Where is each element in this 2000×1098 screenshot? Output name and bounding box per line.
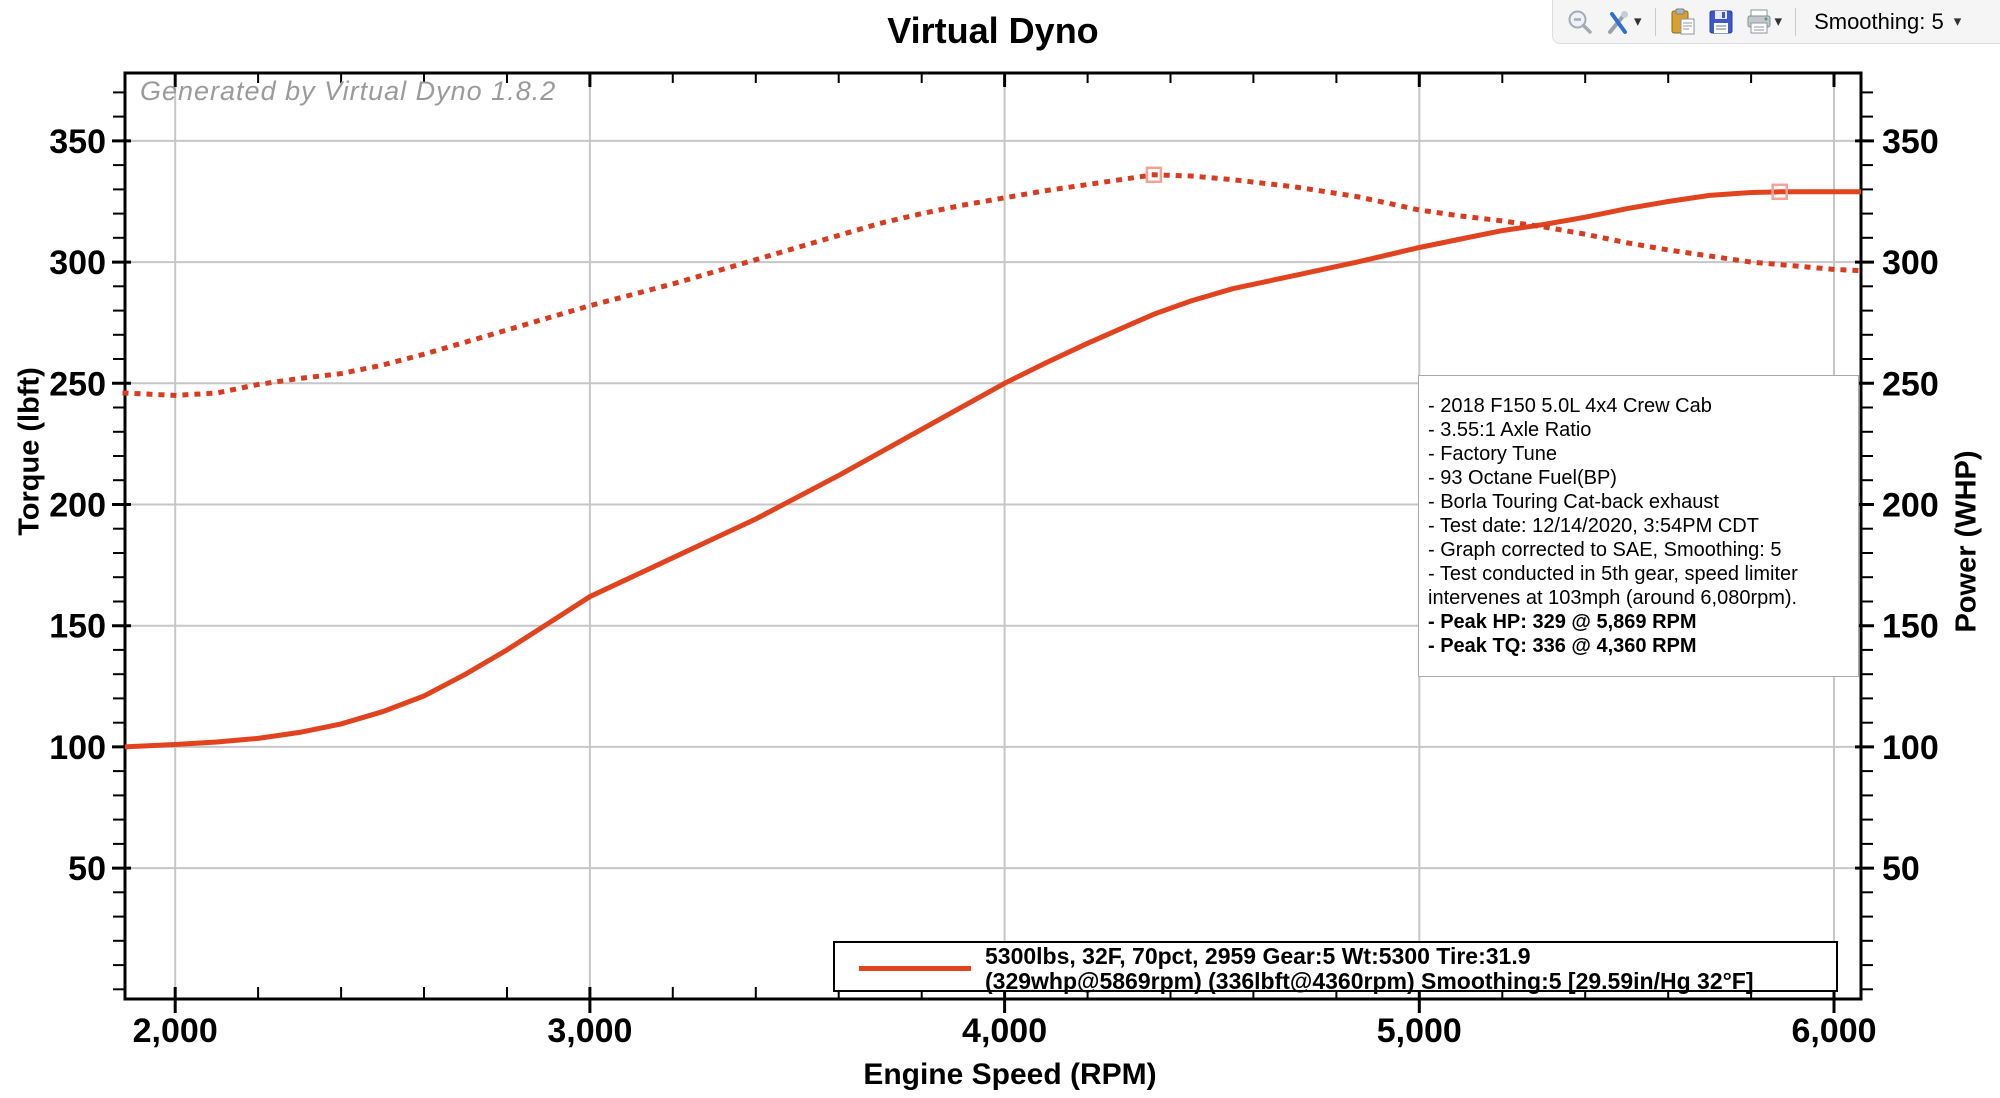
annotation-line: - 3.55:1 Axle Ratio: [1428, 419, 1592, 441]
y-tick-label-left: 350: [49, 123, 106, 161]
y-tick-label-right: 350: [1882, 123, 1939, 161]
smoothing-label: Smoothing: 5: [1814, 8, 1944, 34]
x-tick-label: 6,000: [1791, 1012, 1876, 1050]
legend-text: 5300lbs, 32F, 70pct, 2959 Gear:5 Wt:5300…: [985, 944, 1754, 994]
tools-icon: [1604, 8, 1632, 36]
page-title: Virtual Dyno: [887, 10, 1099, 51]
annotation-line: - Test conducted in 5th gear, speed limi…: [1428, 563, 1798, 585]
save-button[interactable]: [1704, 4, 1738, 40]
x-tick-label: 5,000: [1377, 1012, 1462, 1050]
legend-line1: 5300lbs, 32F, 70pct, 2959 Gear:5 Wt:5300…: [985, 943, 1531, 969]
y-tick-label-left: 100: [49, 729, 106, 767]
annotation-line: - 93 Octane Fuel(BP): [1428, 467, 1617, 489]
toolbar: ▾: [1552, 0, 2000, 44]
y-axis-title-left: Torque (lbft): [13, 367, 46, 536]
peak-marker: [1145, 166, 1163, 184]
printer-icon: [1745, 8, 1773, 36]
peak-marker: [1771, 183, 1788, 201]
x-tick-label: 4,000: [962, 1012, 1047, 1050]
y-tick-label-right: 100: [1882, 729, 1939, 767]
annotation-line: - Test date: 12/14/2020, 3:54PM CDT: [1428, 515, 1759, 537]
power-curve: [124, 189, 1861, 750]
x-tick-label: 2,000: [133, 1012, 218, 1050]
floppy-disk-icon: [1707, 8, 1735, 36]
legend-box: 5300lbs, 32F, 70pct, 2959 Gear:5 Wt:5300…: [833, 941, 1838, 994]
x-tick-label: 3,000: [547, 1012, 632, 1050]
y-axis-title-right: Power (WHP): [1950, 450, 1983, 633]
y-tick-label-right: 200: [1882, 487, 1939, 525]
y-tick-label-left: 200: [49, 487, 106, 525]
legend-line-sample: [859, 966, 971, 971]
annotation-line: - Peak TQ: 336 @ 4,360 RPM: [1428, 635, 1697, 657]
annotation-line: intervenes at 103mph (around 6,080rpm).: [1428, 587, 1798, 609]
zoom-out-button[interactable]: [1563, 4, 1597, 40]
annotation-line: - Graph corrected to SAE, Smoothing: 5: [1428, 539, 1782, 561]
annotation-line: - Peak HP: 329 @ 5,869 RPM: [1428, 611, 1697, 633]
y-tick-label-left: 300: [49, 244, 106, 282]
annotation-box: - 2018 F150 5.0L 4x4 Crew Cab - 3.55:1 Ax…: [1418, 375, 1859, 677]
legend-line2: (329whp@5869rpm) (336lbft@4360rpm) Smoot…: [985, 968, 1754, 994]
chevron-down-icon: ▾: [1634, 13, 1642, 30]
paste-button[interactable]: [1666, 4, 1700, 40]
y-tick-label-right: 300: [1882, 244, 1939, 282]
toolbar-separator: [1795, 7, 1797, 36]
annotation-line: - Borla Touring Cat-back exhaust: [1428, 491, 1719, 513]
toolbar-separator: [1654, 7, 1656, 36]
annotation-line: - Factory Tune: [1428, 443, 1557, 465]
y-tick-label-left: 150: [49, 608, 106, 646]
y-tick-label-right: 250: [1882, 365, 1939, 403]
y-tick-label-left: 250: [49, 365, 106, 403]
chevron-down-icon: ▾: [1774, 13, 1783, 30]
y-tick-label-right: 50: [1882, 850, 1920, 888]
chevron-down-icon: ▾: [1953, 13, 1962, 30]
magnifier-minus-icon: [1566, 8, 1594, 36]
x-axis-title: Engine Speed (RPM): [863, 1058, 1157, 1091]
y-tick-label-left: 50: [68, 850, 106, 888]
smoothing-dropdown[interactable]: Smoothing: 5 ▾: [1806, 5, 1969, 39]
tools-button[interactable]: ▾: [1601, 4, 1645, 40]
annotation-line: - 2018 F150 5.0L 4x4 Crew Cab: [1428, 395, 1712, 417]
y-tick-label-right: 150: [1882, 608, 1939, 646]
clipboard-paste-icon: [1669, 8, 1697, 36]
plot-border: [123, 71, 1863, 1001]
watermark: Generated by Virtual Dyno 1.8.2: [140, 76, 557, 106]
torque-curve: [122, 172, 1864, 398]
print-button[interactable]: ▾: [1742, 4, 1786, 40]
